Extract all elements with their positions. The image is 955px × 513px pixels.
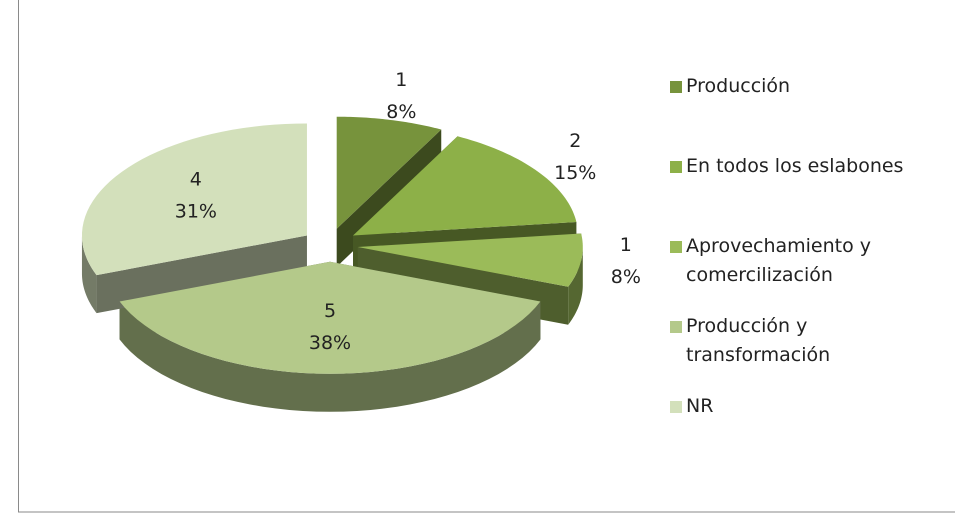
slice [357, 233, 583, 287]
legend-label: En todos los eslabones [686, 155, 904, 177]
data-label-percent: 8% [611, 266, 641, 288]
slice [82, 123, 307, 276]
slice [353, 136, 577, 236]
data-label-percent: 8% [386, 101, 416, 123]
data-label-percent: 31% [175, 200, 217, 222]
data-label-percent: 15% [554, 162, 596, 184]
legend-swatch [670, 161, 682, 173]
legend-swatch [670, 241, 682, 253]
slice-side [119, 301, 541, 412]
legend-label: NR [686, 395, 714, 417]
data-label-value: 4 [190, 168, 202, 190]
data-label-value: 1 [395, 69, 407, 91]
legend-label: Producción [686, 75, 791, 97]
legend-label: Aprovechamiento y comercilización [686, 235, 872, 286]
data-label-value: 5 [324, 300, 336, 322]
slice [119, 261, 541, 374]
data-label-percent: 38% [309, 332, 351, 354]
legend-swatch [670, 401, 682, 413]
slice-wall [96, 235, 307, 314]
legend-swatch [670, 81, 682, 93]
slice-side [568, 247, 583, 325]
slice-side [81, 235, 97, 314]
data-label-value: 2 [569, 130, 581, 152]
slice [336, 116, 442, 229]
legend-swatch [670, 321, 682, 333]
legend-label: Producción y transformación [686, 315, 831, 366]
data-label-value: 1 [620, 234, 632, 256]
chart-border [18, 0, 955, 513]
